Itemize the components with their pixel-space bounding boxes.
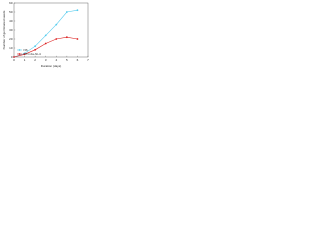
y-tick-label: 30 <box>9 28 13 32</box>
page: {"chart_data":{"type":"line","x_label":"… <box>0 0 100 77</box>
x-tick-label: 2 <box>34 58 36 62</box>
x-tick-label: 6 <box>77 58 79 62</box>
point <box>55 23 58 26</box>
y-tick-label: 60 <box>9 1 13 5</box>
point <box>55 38 58 40</box>
x-tick-label: 5 <box>66 58 68 62</box>
legend-marker <box>18 53 21 55</box>
point <box>76 9 79 12</box>
point <box>65 36 68 39</box>
y-tick-label: 50 <box>9 10 13 14</box>
x-axis-label: Duration (days) <box>41 64 62 68</box>
y-tick-label: 40 <box>9 19 13 23</box>
point <box>44 34 47 37</box>
point <box>44 42 47 45</box>
point <box>34 45 37 48</box>
legend-marker <box>18 49 21 51</box>
x-tick-label: 1 <box>24 58 26 62</box>
point <box>76 38 79 40</box>
point <box>23 53 26 56</box>
y-tick-label: 20 <box>9 37 13 41</box>
legend-label: NTC-Fe-Ni-4 <box>24 52 41 56</box>
x-tick-label: 3 <box>45 58 47 62</box>
point <box>34 48 37 51</box>
y-tick-label: 0 <box>11 55 13 59</box>
x-tick-label: 0 <box>13 58 15 62</box>
y-tick-label: 10 <box>9 46 13 50</box>
point <box>65 11 68 13</box>
point <box>13 56 15 58</box>
legend-label: NS <box>24 48 28 52</box>
y-axis-label: Number of germinated seeds <box>2 10 6 49</box>
x-tick-label: 4 <box>55 58 57 62</box>
chart: Duration (days) Number of germinated see… <box>2 1 89 68</box>
x-tick-label: 7 <box>87 58 89 62</box>
